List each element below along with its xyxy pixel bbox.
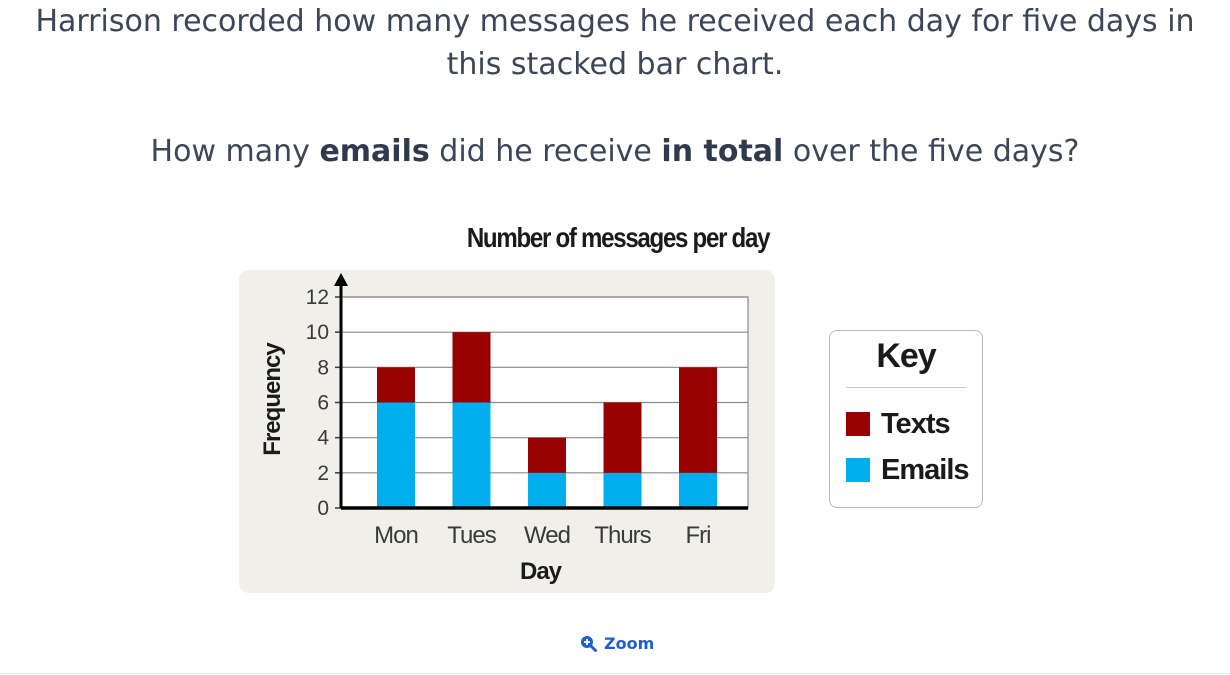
chart-panel: 0 2 4 6 8 10 12 Mon Tues Wed Thurs Fri Day Frequency xyxy=(239,270,775,593)
x-tick-label: Fri xyxy=(686,522,711,549)
question-intro: Harrison recorded how many messages he r… xyxy=(35,4,1195,82)
y-tick-label: 0 xyxy=(317,497,329,520)
chart-legend: Key Texts Emails xyxy=(829,330,983,508)
zoom-button[interactable]: Zoom xyxy=(580,634,654,653)
question-prompt-part: did he receive xyxy=(429,134,662,169)
x-tick-label: Tues xyxy=(447,522,496,549)
question-prompt-part: How many xyxy=(150,134,320,169)
legend-swatch-texts xyxy=(846,412,870,436)
y-tick-label: 8 xyxy=(317,356,329,379)
bar-texts-tues xyxy=(452,332,491,403)
bar-texts-thurs xyxy=(603,402,642,473)
legend-label-emails: Emails xyxy=(881,453,969,486)
y-axis-title: Frequency xyxy=(259,342,286,456)
bar-emails-thurs xyxy=(603,472,642,508)
y-tick-label: 2 xyxy=(317,462,329,485)
legend-divider xyxy=(846,387,966,388)
question-prompt-emphasis-emails: emails xyxy=(319,134,430,169)
zoom-label[interactable]: Zoom xyxy=(604,634,655,653)
bar-emails-tues xyxy=(452,402,491,508)
bar-emails-fri xyxy=(679,472,717,508)
legend-title: Key xyxy=(876,337,936,375)
bottom-divider xyxy=(0,673,1230,674)
bar-texts-mon xyxy=(377,367,415,403)
y-tick-label: 4 xyxy=(317,427,329,450)
y-tick-label: 12 xyxy=(306,286,329,309)
question-prompt: How many emails did he receive in total … xyxy=(20,130,1210,173)
bar-texts-fri xyxy=(679,367,717,473)
legend-label-texts: Texts xyxy=(881,407,951,440)
legend-item-emails: Emails xyxy=(846,453,969,486)
x-tick-label: Mon xyxy=(374,522,418,549)
legend-item-texts: Texts xyxy=(846,407,951,440)
zoom-in-icon xyxy=(581,636,597,652)
legend-swatch-emails xyxy=(846,458,870,482)
bar-texts-wed xyxy=(528,437,566,473)
y-tick-label: 6 xyxy=(317,392,329,415)
chart-plot: 0 2 4 6 8 10 12 Mon Tues Wed Thurs Fri Day Frequency xyxy=(259,273,749,585)
y-tick-label: 10 xyxy=(306,321,329,344)
question-prompt-emphasis-total: in total xyxy=(661,134,784,169)
bar-emails-wed xyxy=(528,472,566,508)
x-axis-title: Day xyxy=(520,558,563,585)
chart-title: Number of messages per day xyxy=(466,222,771,253)
question-prompt-part: over the five days? xyxy=(783,134,1080,169)
x-tick-label: Wed xyxy=(524,522,570,549)
bar-emails-mon xyxy=(377,402,415,508)
y-axis-arrow xyxy=(334,273,348,286)
x-tick-label: Thurs xyxy=(594,522,651,549)
